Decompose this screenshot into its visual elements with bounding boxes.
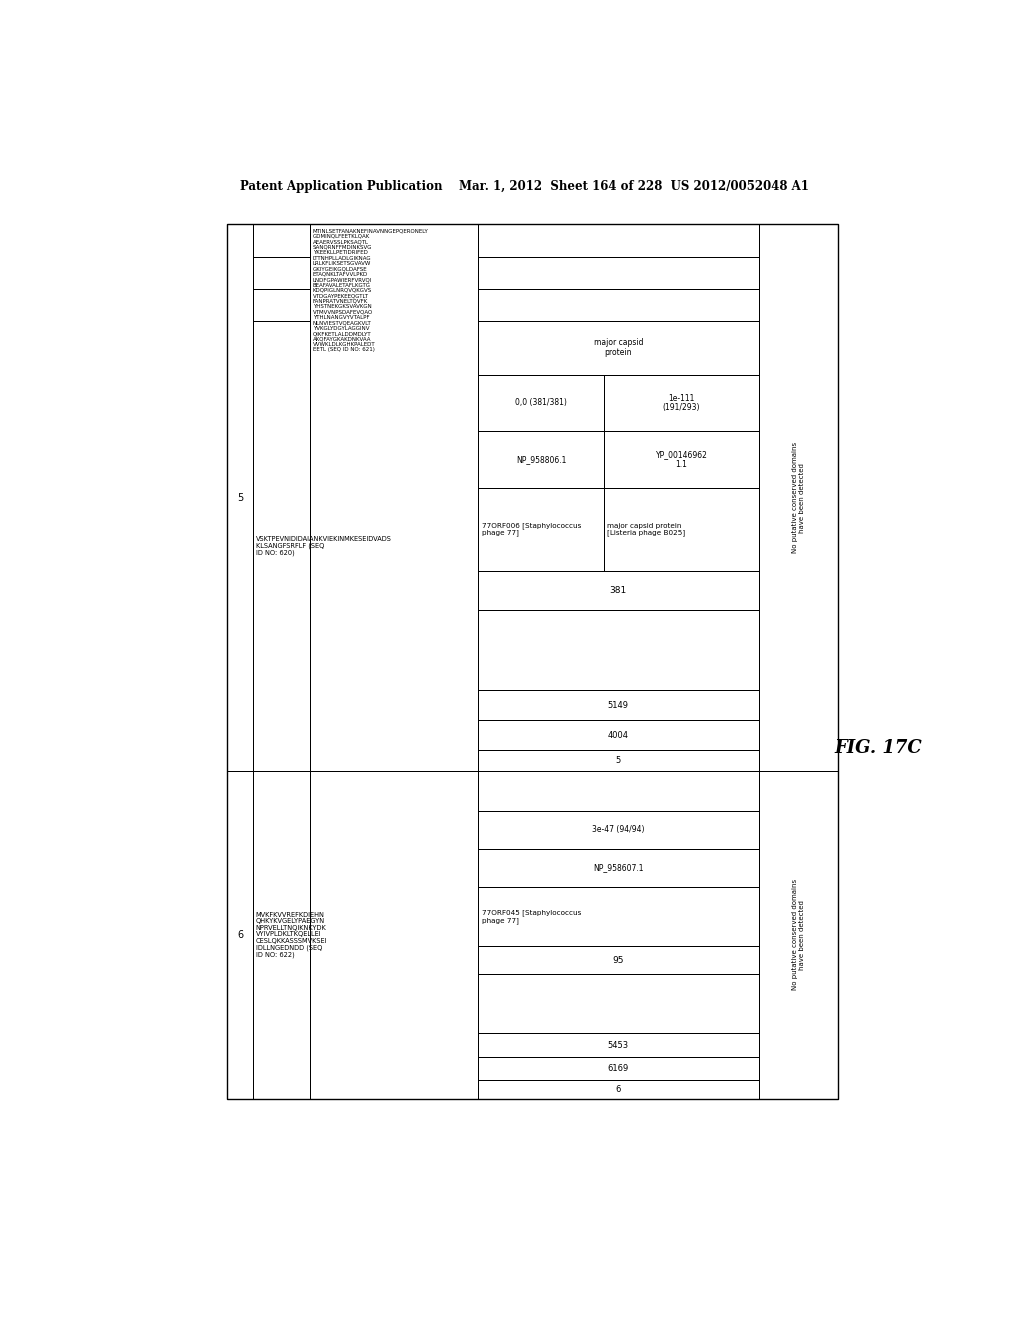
Bar (478, 810, 759, 849)
Text: Patent Application Publication    Mar. 1, 2012  Sheet 164 of 228  US 2012/005204: Patent Application Publication Mar. 1, 2… (241, 181, 809, 193)
Bar (478, 432, 604, 488)
Text: MTINLSETFANAKNEFINAVNNGEPQERONELY
GDMINQLFEETKLQAK
AEAERVSSLPKSAQTL
SANQRNFFMDIN: MTINLSETFANAKNEFINAVNNGEPQERONELY GDMINQ… (313, 228, 429, 352)
Bar (604, 488, 759, 572)
Bar (478, 572, 759, 610)
Bar (254, 256, 309, 289)
Bar (604, 432, 759, 488)
Text: NP_958806.1: NP_958806.1 (516, 455, 566, 465)
Text: 6: 6 (238, 929, 244, 940)
Bar (478, 1034, 759, 1057)
Text: 0,0 (381/381): 0,0 (381/381) (515, 399, 567, 408)
Bar (478, 690, 759, 721)
Bar (759, 771, 839, 1098)
Bar (254, 289, 309, 321)
Bar (309, 224, 478, 771)
Text: 1e-111
(191/293): 1e-111 (191/293) (663, 393, 700, 412)
Text: 6169: 6169 (607, 1064, 629, 1073)
Bar (478, 224, 759, 256)
Text: MVKFKVVREFKDIEHN
QHKYKVGELYPAEGYN
NPRVELLTNQIKNKYDK
VYIVPLDKLTKQELLEI
CESLQKKASS: MVKFKVVREFKDIEHN QHKYKVGELYPAEGYN NPRVEL… (256, 912, 328, 958)
Text: FIG. 17C: FIG. 17C (835, 739, 922, 756)
Bar (478, 771, 759, 810)
Text: 77ORF006 [Staphylococcus
phage 77]: 77ORF006 [Staphylococcus phage 77] (481, 523, 581, 536)
Bar (309, 771, 478, 1098)
Bar (478, 610, 759, 690)
Bar (478, 1081, 759, 1098)
Bar (604, 375, 759, 432)
Bar (478, 887, 759, 946)
Bar (478, 1057, 759, 1081)
Bar (478, 974, 759, 1034)
Text: VSKTPEVNIDIDAIANKVIEKINMKESEIDVADS
KLSANGFSRFLF (SEQ
ID NO: 620): VSKTPEVNIDIDAIANKVIEKINMKESEIDVADS KLSAN… (256, 536, 392, 556)
Bar (478, 849, 759, 887)
Text: major capsid
protein: major capsid protein (594, 338, 643, 358)
Text: NP_958607.1: NP_958607.1 (593, 863, 643, 873)
Bar (478, 721, 759, 750)
Bar (478, 321, 759, 375)
Text: 5149: 5149 (608, 701, 629, 710)
Bar (227, 224, 839, 1098)
Text: major capsid protein
[Listeria phage B025]: major capsid protein [Listeria phage B02… (606, 523, 685, 536)
Text: YP_00146962
1.1: YP_00146962 1.1 (655, 450, 708, 469)
Text: 95: 95 (612, 956, 624, 965)
Text: No putative conserved domains
have been detected: No putative conserved domains have been … (793, 879, 805, 990)
Text: 6: 6 (615, 1085, 621, 1094)
Text: 5: 5 (615, 756, 621, 764)
Bar (478, 289, 759, 321)
Text: 3e-47 (94/94): 3e-47 (94/94) (592, 825, 644, 834)
Bar (254, 321, 309, 771)
Bar (227, 224, 254, 771)
Bar (227, 771, 254, 1098)
Text: 77ORF045 [Staphylococcus
phage 77]: 77ORF045 [Staphylococcus phage 77] (481, 909, 581, 924)
Bar (478, 946, 759, 974)
Bar (759, 224, 839, 771)
Text: 5453: 5453 (607, 1040, 629, 1049)
Text: No putative conserved domains
have been detected: No putative conserved domains have been … (793, 442, 805, 553)
Bar (254, 224, 309, 256)
Bar (478, 750, 759, 771)
Text: 5: 5 (238, 492, 244, 503)
Text: 4004: 4004 (608, 730, 629, 739)
Bar (478, 375, 604, 432)
Text: 381: 381 (609, 586, 627, 595)
Bar (478, 488, 604, 572)
Bar (254, 771, 309, 1098)
Bar (478, 256, 759, 289)
